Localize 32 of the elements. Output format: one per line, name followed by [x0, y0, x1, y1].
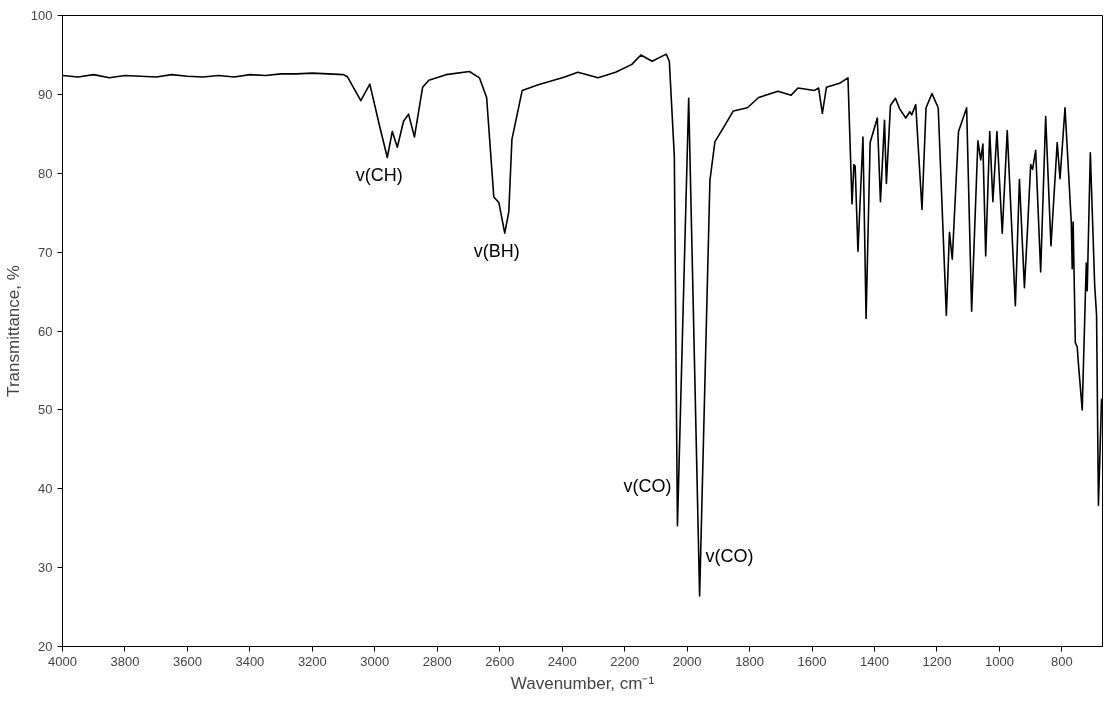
x-tick-label: 2200 — [610, 653, 640, 669]
x-tick-label: 1200 — [922, 653, 952, 669]
x-tick-label: 3400 — [235, 653, 265, 669]
x-tick-label: 3000 — [360, 653, 390, 669]
x-tick-label: 1800 — [735, 653, 765, 669]
annotation: v(BH) — [473, 241, 520, 262]
y-tick-label: 100 — [30, 8, 53, 23]
y-tick-label: 60 — [38, 323, 53, 339]
x-tick-label: 800 — [1051, 653, 1073, 669]
x-tick-label: 2800 — [422, 653, 452, 669]
annotation: v(CO) — [623, 475, 672, 496]
x-tick-label: 2600 — [485, 653, 515, 669]
x-axis-title: Wavenumber, cm⁻¹ — [510, 673, 655, 693]
x-tick-label: 1000 — [984, 653, 1014, 669]
x-tick-label: 1600 — [797, 653, 827, 669]
x-tick-label: 3800 — [110, 653, 140, 669]
y-tick-label: 70 — [38, 244, 53, 260]
annotation: v(CO) — [705, 546, 754, 567]
x-tick-label: 2400 — [547, 653, 577, 669]
annotation: v(CH) — [355, 165, 403, 186]
x-tick-label: 2000 — [672, 653, 702, 669]
x-tick-label: 3600 — [172, 653, 202, 669]
y-tick-label: 80 — [38, 165, 53, 181]
y-tick-label: 30 — [38, 560, 53, 576]
y-tick-label: 90 — [38, 86, 53, 102]
y-tick-label: 20 — [38, 639, 53, 654]
y-tick-label: 50 — [38, 402, 53, 418]
y-tick-label: 40 — [38, 481, 53, 497]
x-tick-label: 1400 — [860, 653, 889, 669]
x-tick-label: 3200 — [297, 653, 327, 669]
y-axis-title: Transmittance, % — [3, 265, 23, 397]
x-tick-label: 4000 — [48, 653, 77, 669]
